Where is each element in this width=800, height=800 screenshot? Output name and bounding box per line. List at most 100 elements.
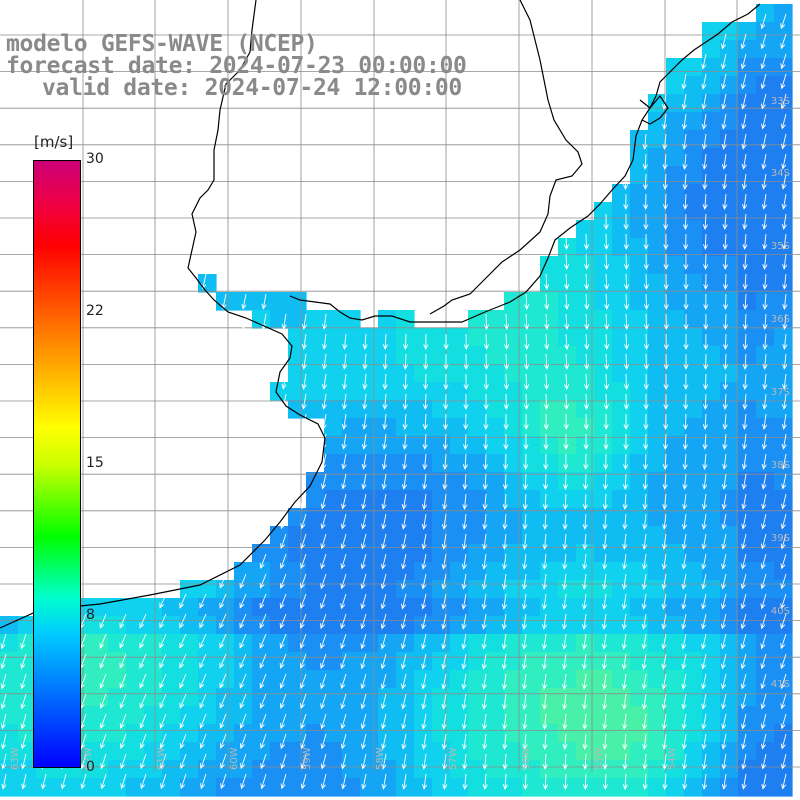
wind-speed-cell xyxy=(684,436,703,455)
wind-vector xyxy=(441,593,447,610)
wind-vector xyxy=(341,393,348,410)
wind-speed-cell xyxy=(738,472,757,491)
wind-speed-cell xyxy=(378,526,397,545)
wind-speed-cell xyxy=(612,742,631,761)
wind-speed-cell xyxy=(522,544,541,563)
wind-speed-cell xyxy=(738,202,757,221)
latitude-label: 37S xyxy=(771,387,790,398)
wind-speed-cell xyxy=(738,436,757,455)
wind-vector xyxy=(582,513,588,530)
wind-speed-cell xyxy=(720,22,739,41)
wind-vector xyxy=(703,253,709,271)
wind-vector xyxy=(544,313,550,330)
wind-speed-cell xyxy=(342,382,361,401)
wind-speed-cell xyxy=(630,454,649,473)
wind-vector xyxy=(462,753,468,770)
wind-speed-cell xyxy=(612,526,631,545)
wind-vector xyxy=(442,473,448,490)
wind-speed-cell xyxy=(756,22,775,41)
wind-speed-cell xyxy=(468,418,487,437)
wind-speed-cell xyxy=(666,598,685,617)
wind-speed-cell xyxy=(702,436,721,455)
wind-vector xyxy=(300,513,307,530)
wind-vector xyxy=(643,273,649,291)
wind-speed-cell xyxy=(504,310,523,329)
wind-speed-cell xyxy=(630,256,649,275)
wind-speed-cell xyxy=(738,166,757,185)
wind-vector xyxy=(541,613,548,630)
wind-speed-cell xyxy=(756,40,775,59)
wind-vector xyxy=(421,633,427,650)
wind-vector xyxy=(239,713,247,729)
wind-speed-cell xyxy=(198,670,217,689)
wind-speed-cell xyxy=(468,562,487,581)
wind-speed-cell xyxy=(630,364,649,383)
wind-vector xyxy=(741,753,747,770)
wind-vector xyxy=(681,553,687,570)
wind-vector xyxy=(762,413,768,430)
wind-speed-cell xyxy=(576,634,595,653)
wind-vector xyxy=(682,213,689,231)
wind-vector xyxy=(341,473,347,490)
wind-speed-cell xyxy=(720,544,739,563)
wind-vector xyxy=(300,753,307,770)
wind-vector xyxy=(361,453,367,470)
wind-speed-cell xyxy=(216,292,235,311)
wind-vector xyxy=(682,473,688,490)
wind-speed-cell xyxy=(594,274,613,293)
wind-speed-cell xyxy=(648,760,667,779)
wind-vector xyxy=(562,533,568,550)
wind-vector xyxy=(340,733,347,750)
wind-vector xyxy=(422,473,428,490)
wind-speed-cell xyxy=(378,598,397,617)
wind-speed-cell xyxy=(306,562,325,581)
wind-vector xyxy=(782,253,788,270)
wind-speed-cell xyxy=(450,508,469,527)
wind-speed-cell xyxy=(558,616,577,635)
wind-vector xyxy=(443,393,449,411)
wind-speed-cell xyxy=(414,742,433,761)
wind-speed-cell xyxy=(720,166,739,185)
wind-vector xyxy=(200,773,207,790)
wind-vector xyxy=(483,373,489,391)
wind-speed-cell xyxy=(144,778,163,797)
wind-vector xyxy=(299,593,307,610)
longitude-label: 63W xyxy=(10,747,21,770)
wind-speed-cell xyxy=(702,544,721,563)
wind-speed-cell xyxy=(594,400,613,419)
wind-speed-cell xyxy=(414,634,433,653)
wind-vector xyxy=(722,293,729,311)
wind-speed-cell xyxy=(594,292,613,311)
wind-vector xyxy=(582,713,588,730)
wind-vector xyxy=(524,313,530,331)
wind-vector xyxy=(100,733,107,750)
wind-vector xyxy=(281,333,287,350)
wind-speed-cell xyxy=(756,544,775,563)
wind-vector xyxy=(360,673,367,690)
wind-vector xyxy=(119,733,127,750)
wind-speed-cell xyxy=(612,634,631,653)
wind-vector xyxy=(643,193,649,211)
wind-speed-cell xyxy=(666,184,685,203)
wind-vector xyxy=(521,653,528,670)
wind-speed-cell xyxy=(378,562,397,581)
wind-vector xyxy=(100,773,107,790)
wind-speed-cell xyxy=(630,760,649,779)
wind-speed-cell xyxy=(288,382,307,401)
wind-speed-cell xyxy=(684,292,703,311)
wind-speed-cell xyxy=(702,580,721,599)
wind-vector xyxy=(502,473,508,491)
wind-vector xyxy=(502,693,508,710)
wind-vector xyxy=(682,173,688,190)
wind-speed-cell xyxy=(504,724,523,743)
wind-speed-cell xyxy=(198,760,217,779)
wind-vector xyxy=(524,333,530,351)
wind-vector xyxy=(482,473,488,490)
wind-speed-cell xyxy=(180,706,199,725)
wind-vector xyxy=(542,473,549,491)
wind-speed-cell xyxy=(666,382,685,401)
wind-speed-cell xyxy=(252,760,271,779)
wind-speed-cell xyxy=(558,688,577,707)
latitude-label: 34S xyxy=(771,168,790,179)
wind-speed-cell xyxy=(612,274,631,293)
